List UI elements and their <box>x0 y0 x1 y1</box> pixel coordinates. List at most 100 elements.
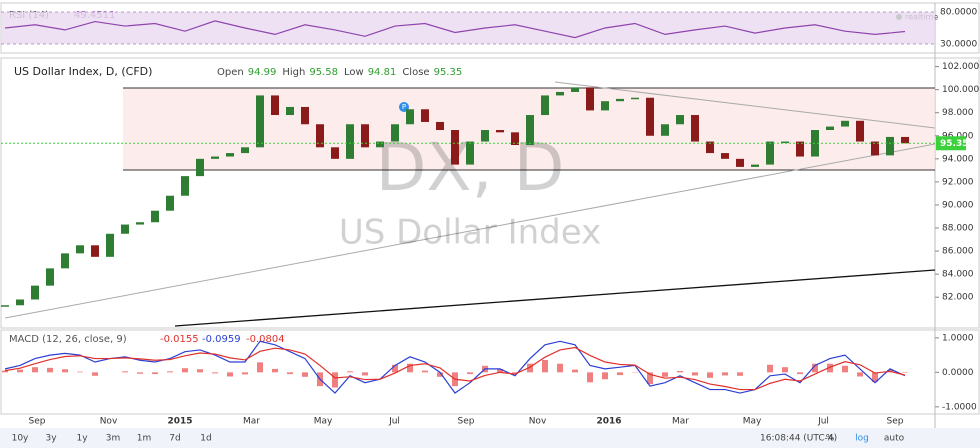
candle <box>376 141 384 148</box>
macd-histogram-bar <box>812 363 818 373</box>
rsi-tick-label: 30.0000 <box>940 39 977 49</box>
x-tick-label: Nov <box>529 417 547 427</box>
range-button[interactable]: 7d <box>169 434 180 444</box>
rsi-band <box>1 11 935 44</box>
macd-value: -0.0959 <box>202 334 241 345</box>
macd-label: MACD (12, 26, close, 9) <box>9 334 127 345</box>
candle <box>16 299 24 306</box>
macd-histogram-bar <box>302 372 308 377</box>
y-tick-label: 88.000 <box>942 224 974 234</box>
symbol-title: US Dollar Index, D, (CFD) <box>14 65 152 78</box>
ohlc-label: Low <box>344 67 364 78</box>
candle <box>301 106 309 125</box>
macd-histogram-bar <box>392 364 398 373</box>
candle <box>676 115 684 125</box>
y-tick-label: 102.000 <box>942 62 979 72</box>
candle <box>691 115 699 142</box>
candle <box>406 109 414 125</box>
rsi-tick-label: 80.0000 <box>940 7 977 17</box>
macd-histogram-bar <box>152 372 158 375</box>
candle <box>211 156 219 159</box>
candle <box>46 268 54 286</box>
candle <box>646 97 654 136</box>
y-tick-label: 100.000 <box>942 85 979 95</box>
macd-histogram-bar <box>707 372 713 378</box>
range-button[interactable]: 1d <box>200 434 211 444</box>
scale-option[interactable]: log <box>855 434 869 444</box>
candle <box>241 147 249 154</box>
range-button[interactable]: 3m <box>106 434 121 444</box>
macd-histogram-bar <box>527 363 533 373</box>
candle <box>91 245 99 257</box>
candle <box>196 158 204 177</box>
macd-histogram-bar <box>122 371 128 373</box>
macd-histogram-bar <box>677 370 683 373</box>
macd-histogram-bar <box>902 372 908 373</box>
ohlc-label: Close <box>402 67 429 78</box>
scale-option[interactable]: auto <box>884 434 905 444</box>
candle <box>496 130 504 133</box>
x-tick-label: Nov <box>100 417 118 427</box>
macd-histogram-bar <box>512 372 518 375</box>
macd-histogram-bar <box>767 364 773 373</box>
x-tick-label: May <box>314 417 333 427</box>
macd-histogram-bar <box>842 365 848 373</box>
x-tick-label: Sep <box>29 417 46 427</box>
candle <box>556 91 564 96</box>
macd-histogram-bar <box>437 372 443 377</box>
macd-histogram-bar <box>287 372 293 375</box>
macd-histogram-bar <box>467 372 473 375</box>
macd-hist-value: -0.0155 <box>160 334 199 345</box>
candle <box>616 98 624 102</box>
candle <box>436 121 444 131</box>
range-button[interactable]: 10y <box>12 434 29 444</box>
macd-histogram-bar <box>2 370 8 373</box>
y-tick-label: 92.000 <box>942 177 974 187</box>
candle <box>601 101 609 111</box>
clock: 16:08:44 (UTC-4) <box>760 434 837 444</box>
macd-tick-label: -1.0000 <box>942 402 977 412</box>
x-tick-label: May <box>743 417 762 427</box>
macd-panel <box>0 329 980 415</box>
candle <box>871 141 879 156</box>
candle <box>181 176 189 196</box>
candle <box>346 124 354 159</box>
last-price-box <box>936 136 966 151</box>
trend-line <box>4 143 936 319</box>
candle <box>76 245 84 254</box>
macd-histogram-bar <box>827 363 833 373</box>
x-tick-label: 2015 <box>167 417 192 427</box>
ohlc-value: 95.35 <box>434 67 463 78</box>
rsi-line <box>4 20 906 39</box>
macd-histogram-bar <box>92 372 98 376</box>
candle <box>1 305 9 307</box>
y-tick-label: 94.000 <box>942 154 974 164</box>
y-tick-label: 84.000 <box>942 270 974 280</box>
macd-histogram-bar <box>572 369 578 373</box>
candle <box>166 195 174 211</box>
candle <box>271 95 279 116</box>
candle <box>121 224 129 234</box>
trend-line <box>554 81 936 129</box>
macd-histogram-bar <box>662 372 668 377</box>
macd-histogram-bar <box>242 372 248 375</box>
macd-histogram-bar <box>857 372 863 377</box>
scale-option[interactable]: % <box>826 434 835 444</box>
ohlc-value: 95.58 <box>309 67 338 78</box>
x-tick-label: Jul <box>817 417 829 427</box>
candle <box>256 95 264 148</box>
candle <box>481 130 489 142</box>
macd-histogram-bar <box>272 368 278 373</box>
macd-histogram-bar <box>422 370 428 373</box>
macd-histogram-bar <box>182 368 188 373</box>
candle <box>31 285 39 300</box>
candle <box>586 87 594 111</box>
candle <box>841 120 849 127</box>
macd-histogram-bar <box>17 369 23 373</box>
candle <box>541 95 549 116</box>
macd-histogram-bar <box>602 372 608 380</box>
range-button[interactable]: 3y <box>45 434 57 444</box>
range-button[interactable]: 1y <box>76 434 88 444</box>
ohlc-value: 94.81 <box>368 67 397 78</box>
range-button[interactable]: 1m <box>137 434 152 444</box>
